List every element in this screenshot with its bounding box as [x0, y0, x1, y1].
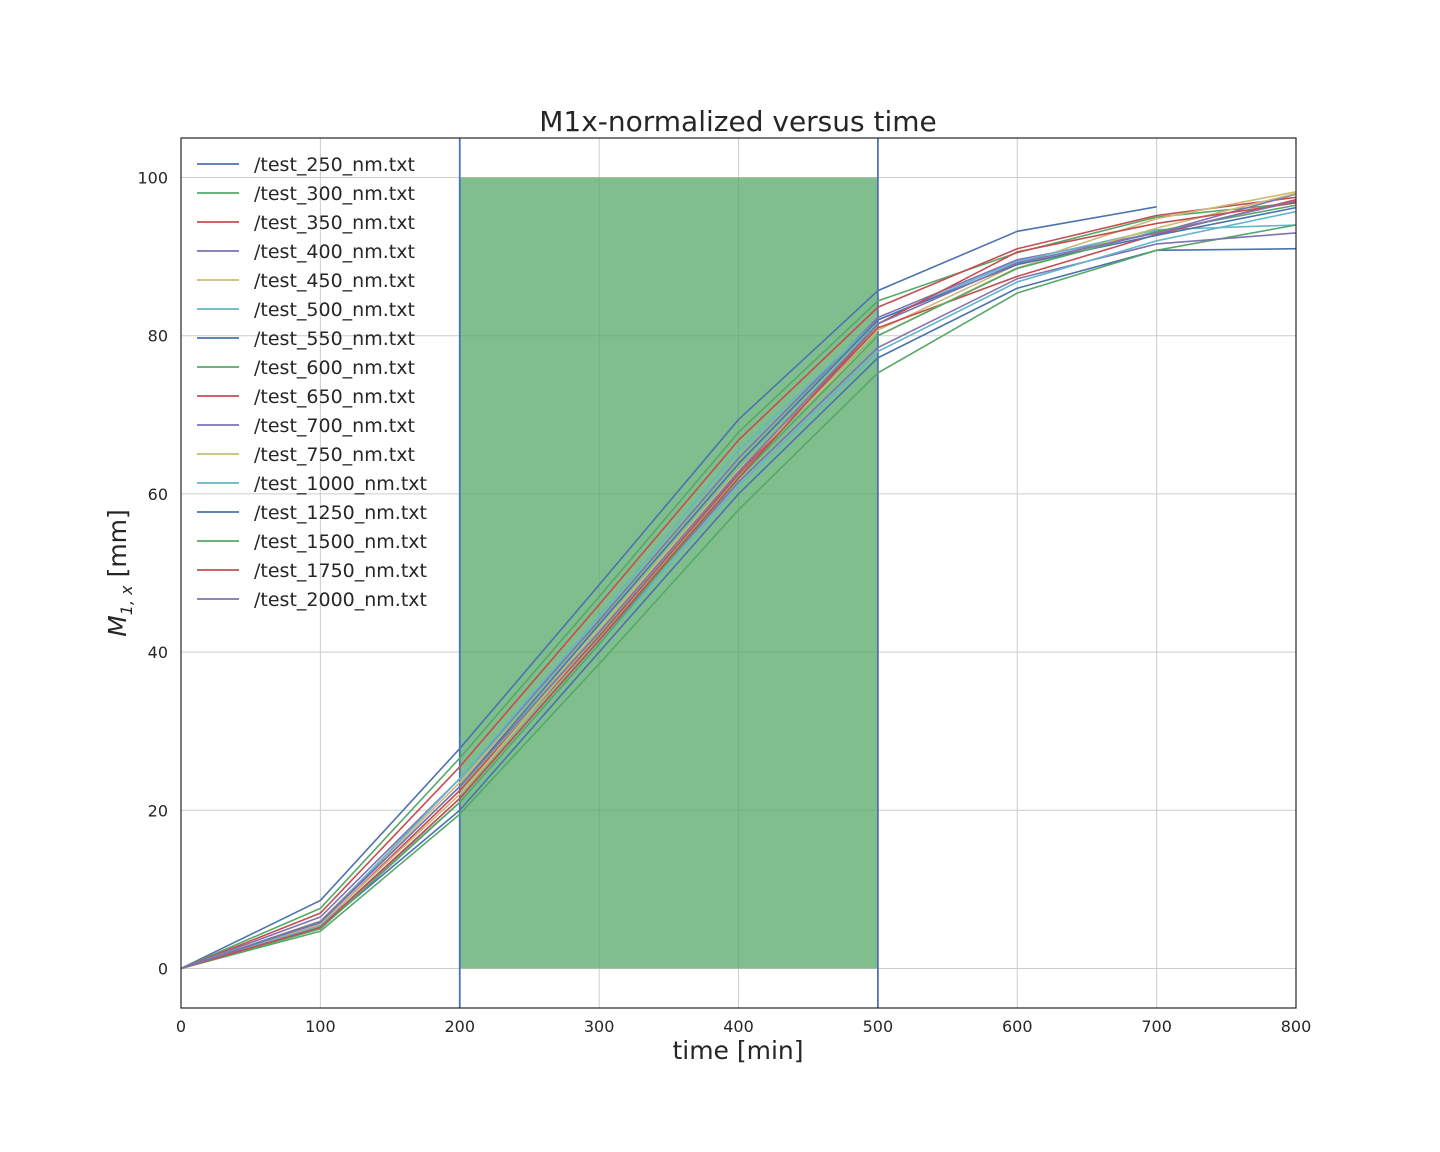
series-line [180, 202, 1297, 970]
y-axis-label-main: M [103, 615, 132, 637]
legend-label: /test_600_nm.txt [254, 357, 415, 379]
x-tick-label: 700 [1141, 1017, 1172, 1036]
x-tick-label: 800 [1281, 1017, 1312, 1036]
series-line [180, 224, 1297, 970]
series-line [180, 192, 1297, 970]
legend-label: /test_2000_nm.txt [254, 589, 427, 611]
series-line [180, 206, 1157, 970]
legend-label: /test_750_nm.txt [254, 444, 415, 466]
y-tick-label: 100 [137, 169, 168, 188]
x-axis-label: time [min] [672, 1036, 803, 1065]
y-tick-label: 0 [158, 959, 168, 978]
y-axis-label: M1, x [mm] [103, 509, 136, 637]
y-tick-label: 60 [148, 485, 168, 504]
x-tick-labels: 0 100 200 300 400 500 600 700 800 [176, 1017, 1311, 1036]
series-line [180, 200, 1297, 970]
plot-frame [180, 137, 1297, 1009]
x-tick-label: 600 [1002, 1017, 1033, 1036]
legend-label: /test_1500_nm.txt [254, 531, 427, 553]
y-tick-labels: 0 20 40 60 80 100 [137, 169, 168, 979]
x-tick-label: 100 [305, 1017, 336, 1036]
y-tick-label: 20 [148, 801, 168, 820]
legend-label: /test_700_nm.txt [254, 415, 415, 437]
legend-label: /test_250_nm.txt [254, 154, 415, 176]
x-tick-label: 400 [723, 1017, 754, 1036]
y-axis-label-subscript: 1, x [117, 585, 136, 615]
legend-label: /test_550_nm.txt [254, 328, 415, 350]
y-tick-label: 40 [148, 643, 168, 662]
legend-label: /test_500_nm.txt [254, 299, 415, 321]
series-line [180, 247, 1297, 970]
chart-title: M1x-normalized versus time [539, 105, 937, 138]
x-tick-label: 300 [584, 1017, 615, 1036]
legend-label: /test_400_nm.txt [254, 241, 415, 263]
legend: /test_250_nm.txt/test_300_nm.txt/test_35… [197, 154, 427, 611]
series-line [180, 224, 1297, 970]
legend-label: /test_1750_nm.txt [254, 560, 427, 582]
series-line [180, 202, 1297, 970]
x-tick-label: 200 [444, 1017, 475, 1036]
y-axis-label-units: [mm] [103, 509, 132, 585]
y-tick-label: 80 [148, 327, 168, 346]
legend-label: /test_650_nm.txt [254, 386, 415, 408]
x-tick-label: 0 [176, 1017, 186, 1036]
series-group [180, 190, 1297, 970]
series-line [180, 196, 1297, 970]
vertical-lines-group [458, 138, 879, 1008]
legend-label: /test_450_nm.txt [254, 270, 415, 292]
legend-label: /test_300_nm.txt [254, 183, 415, 205]
legend-label: /test_1250_nm.txt [254, 502, 427, 524]
x-tick-label: 500 [863, 1017, 894, 1036]
legend-label: /test_1000_nm.txt [254, 473, 427, 495]
legend-label: /test_350_nm.txt [254, 212, 415, 234]
